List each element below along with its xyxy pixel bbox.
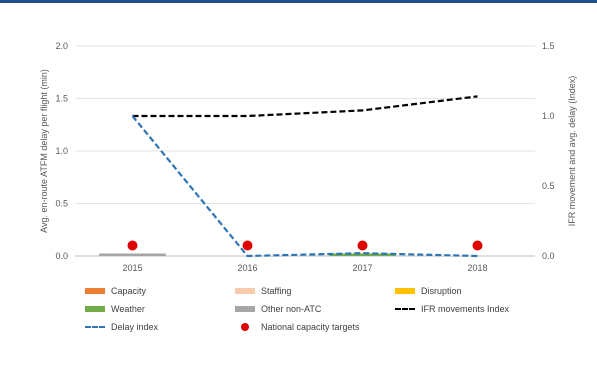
legend-label-staffing: Staffing: [261, 286, 292, 296]
top-rule: [0, 0, 597, 3]
y-right-tick-label: 0.5: [542, 181, 555, 191]
legend-label-disruption: Disruption: [421, 286, 462, 296]
legend-item-delay-index: Delay index: [85, 320, 235, 334]
y-left-axis-title: Avg. en-route ATFM delay per flight (min…: [39, 69, 49, 233]
y-left-tick-label: 1.0: [55, 146, 68, 156]
legend-item-capacity: Capacity: [85, 284, 235, 298]
legend-item-disruption: Disruption: [395, 284, 555, 298]
legend-label-capacity: Capacity: [111, 286, 147, 296]
y-right-tick-label: 0.0: [542, 251, 555, 261]
x-tick-label: 2016: [237, 263, 257, 273]
y-left-tick-label: 1.5: [55, 94, 68, 104]
x-tick-label: 2018: [467, 263, 487, 273]
y-left-tick-label: 0.0: [55, 251, 68, 261]
atfm-delay-chart: 0.0 0.5 1.0 1.5 2.0 0.0 0.5 1.0 1.5 2015 2016 2017 2…: [39, 41, 577, 273]
bar-other-non-atc-2015: [99, 253, 166, 256]
capacity-target-marker-2016: [242, 240, 253, 251]
legend-item-weather: Weather: [85, 302, 235, 316]
legend-swatch-weather: [85, 302, 105, 316]
legend-swatch-other-non-atc: [235, 302, 255, 316]
legend-label-ifr-movements-index: IFR movements Index: [421, 304, 510, 314]
x-tick-label: 2017: [352, 263, 372, 273]
legend-item-other-non-atc: Other non-ATC: [235, 302, 395, 316]
legend-label-delay-index: Delay index: [111, 322, 159, 332]
x-tick-label: 2015: [122, 263, 142, 273]
y-left-tick-label: 0.5: [55, 199, 68, 209]
legend-item-national-capacity-targets: National capacity targets: [235, 320, 395, 334]
legend-label-national-capacity-targets: National capacity targets: [261, 322, 360, 332]
legend-swatch-delay-index: [85, 320, 105, 334]
legend-item-staffing: Staffing: [235, 284, 395, 298]
legend-swatch-national-capacity-targets: [235, 320, 255, 334]
series-line-ifr-movements-index: [132, 95, 478, 118]
y-right-axis-title: IFR movement and avg. delay (Index): [567, 76, 577, 227]
legend-label-weather: Weather: [111, 304, 145, 314]
y-right-tick-label: 1.0: [542, 111, 555, 121]
legend-swatch-capacity: [85, 284, 105, 298]
capacity-target-marker-2018: [472, 240, 483, 251]
y-left-tick-label: 2.0: [55, 41, 68, 51]
capacity-target-marker-2017: [357, 240, 368, 251]
legend-item-ifr-movements-index: IFR movements Index: [395, 302, 555, 316]
series-line-delay-index: [131, 115, 478, 258]
legend-swatch-ifr-movements-index: [395, 302, 415, 316]
legend-label-other-non-atc: Other non-ATC: [261, 304, 322, 314]
bar-weather-2017: [329, 253, 396, 256]
y-right-tick-label: 1.5: [542, 41, 555, 51]
capacity-target-marker-2015: [127, 240, 138, 251]
legend-swatch-staffing: [235, 284, 255, 298]
legend-swatch-disruption: [395, 284, 415, 298]
chart-legend: Capacity Staffing Disruption Weather Oth…: [85, 284, 555, 334]
